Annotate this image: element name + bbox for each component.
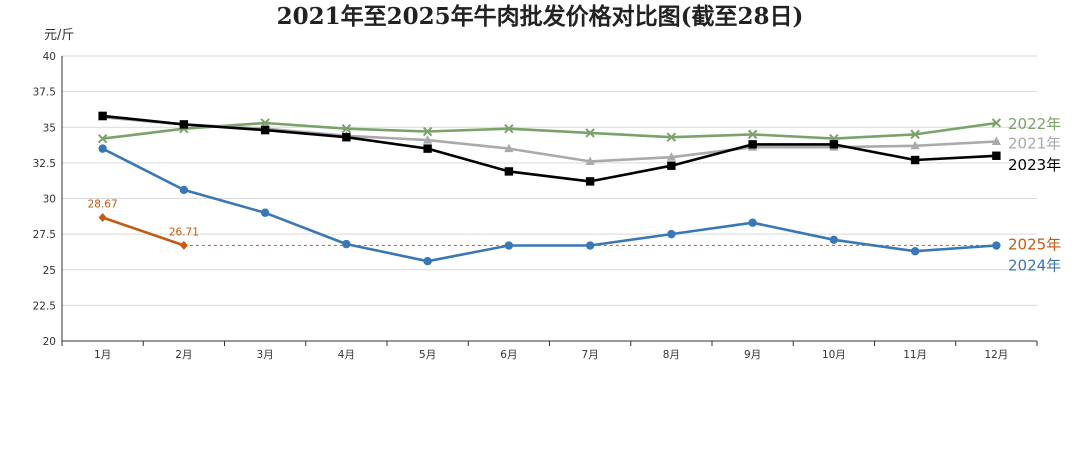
y-tick-label: 35 xyxy=(43,122,56,134)
data-point xyxy=(504,143,514,153)
data-point xyxy=(910,129,920,140)
data-point xyxy=(666,152,676,161)
data-point xyxy=(910,155,920,165)
data-point xyxy=(585,156,595,165)
data-point xyxy=(260,208,270,217)
data-point-stroke xyxy=(747,129,758,140)
series-line xyxy=(102,147,997,263)
data-point xyxy=(423,144,432,153)
x-tick-label: 11月 xyxy=(903,349,927,361)
y-axis-unit-label: 元/斤 xyxy=(44,28,74,43)
series-line xyxy=(102,216,185,247)
data-point xyxy=(422,126,433,137)
data-point-stroke xyxy=(341,123,352,134)
data-point xyxy=(992,151,1001,160)
data-point xyxy=(423,257,432,266)
x-tick-label: 3月 xyxy=(257,349,274,361)
data-point xyxy=(504,123,514,134)
data-point xyxy=(992,241,1001,250)
data-point xyxy=(585,177,595,186)
chart-title: 2021年至2025年牛肉批发价格对比图(截至28日) xyxy=(277,3,804,30)
data-label: 26.71 xyxy=(169,226,199,238)
y-tick-label: 20 xyxy=(43,336,56,348)
x-tick-label: 4月 xyxy=(338,349,355,361)
y-tick-label: 40 xyxy=(43,51,56,63)
y-tick-label: 27.5 xyxy=(33,229,56,241)
data-label: 28.67 xyxy=(88,198,118,210)
x-tick-label: 9月 xyxy=(744,349,761,361)
data-point xyxy=(910,247,920,256)
data-point xyxy=(585,241,595,250)
x-tick-label: 6月 xyxy=(500,349,517,361)
data-point xyxy=(423,135,433,144)
series-end-label: 2025年 xyxy=(1008,235,1061,253)
data-point xyxy=(666,132,677,142)
y-tick-label: 22.5 xyxy=(33,300,56,312)
series-line xyxy=(102,121,997,140)
series-labels: 2022年 2021年 2023年 28.67 26.71 2025年 2024年 xyxy=(88,115,1062,275)
x-tick-label: 5月 xyxy=(419,349,436,361)
data-point xyxy=(98,111,107,121)
x-tick-label: 10月 xyxy=(822,349,846,361)
data-point xyxy=(910,140,920,150)
data-point xyxy=(829,140,839,149)
data-point xyxy=(991,136,1001,145)
data-point xyxy=(585,128,595,138)
data-point xyxy=(97,133,108,144)
data-point xyxy=(504,241,514,250)
data-point xyxy=(748,218,757,227)
x-tick-label: 7月 xyxy=(582,349,599,361)
data-point xyxy=(667,161,676,170)
x-tick-label: 8月 xyxy=(663,349,680,361)
x-tick-label: 1月 xyxy=(94,349,111,361)
data-point xyxy=(260,125,270,135)
series-line xyxy=(102,114,997,183)
y-tick-label: 25 xyxy=(43,265,56,277)
x-tick-label: 2月 xyxy=(175,349,192,361)
series-end-label: 2024年 xyxy=(1008,257,1061,275)
data-point xyxy=(260,118,270,128)
data-point-stroke xyxy=(666,132,677,142)
series-2022年 xyxy=(97,118,1002,144)
y-tick-label: 32.5 xyxy=(33,158,56,170)
data-point xyxy=(747,129,758,140)
y-tick-label: 30 xyxy=(43,194,56,206)
data-point xyxy=(98,144,107,153)
data-point xyxy=(341,123,352,134)
data-point xyxy=(179,240,188,250)
data-point xyxy=(829,235,839,245)
data-point-stroke xyxy=(585,128,595,138)
axes: 20 22.5 25 27.5 30 32.5 35 37.5 40 1月 2月 3月 4月 5月 6月 7月… xyxy=(33,51,1038,361)
series-2025年 xyxy=(98,212,997,250)
data-point-stroke xyxy=(422,126,433,137)
series-end-label: 2021年 xyxy=(1008,135,1061,153)
series-end-label: 2023年 xyxy=(1008,156,1061,174)
data-point xyxy=(342,133,351,142)
data-point xyxy=(667,229,676,239)
y-tick-label: 37.5 xyxy=(33,87,56,99)
data-point-stroke xyxy=(910,129,920,140)
data-point xyxy=(342,239,351,249)
data-point-stroke xyxy=(260,118,270,128)
data-point xyxy=(991,118,1002,128)
data-point xyxy=(98,212,107,222)
data-point xyxy=(748,140,757,149)
data-point xyxy=(179,185,189,195)
series-2024年 xyxy=(98,144,1001,266)
series-layer xyxy=(97,111,1002,266)
data-point xyxy=(504,167,514,176)
data-point-stroke xyxy=(991,118,1002,128)
gridlines xyxy=(62,55,1037,306)
series-2023年 xyxy=(98,111,1001,186)
data-point xyxy=(179,120,189,129)
series-end-label: 2022年 xyxy=(1008,115,1061,133)
data-point-stroke xyxy=(97,133,108,144)
x-tick-label: 12月 xyxy=(984,349,1008,361)
series-2021年 xyxy=(98,112,1001,165)
data-point-stroke xyxy=(504,123,514,134)
